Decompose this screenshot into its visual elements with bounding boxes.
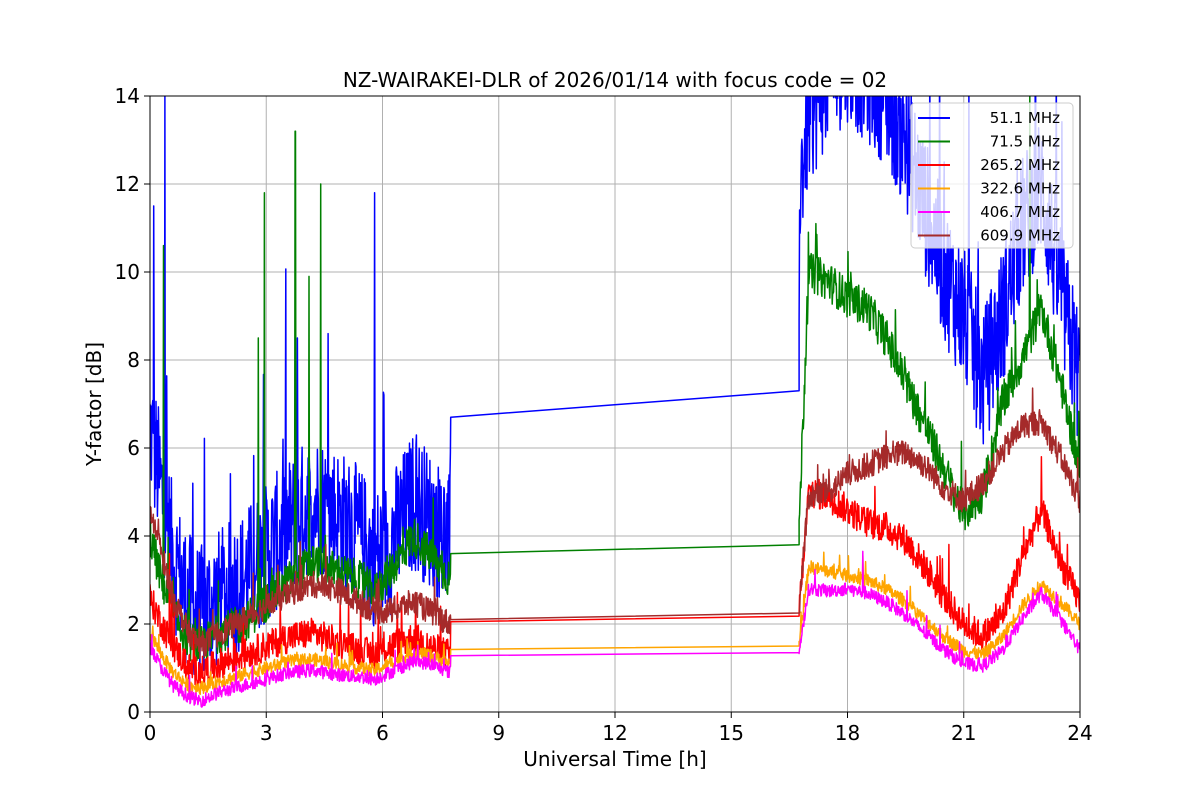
series-line-609-9-mhz bbox=[150, 387, 1080, 659]
y-tick-label: 6 bbox=[127, 436, 140, 460]
y-tick-label: 0 bbox=[127, 700, 140, 724]
y-tick-label: 4 bbox=[127, 524, 140, 548]
series-layer bbox=[150, 96, 1080, 708]
series-line-265-2-mhz bbox=[150, 456, 1080, 688]
y-tick-label: 8 bbox=[127, 348, 140, 372]
x-tick-label: 24 bbox=[1067, 721, 1092, 745]
legend-label: 51.1 MHz bbox=[990, 109, 1060, 127]
legend-label: 265.2 MHz bbox=[980, 156, 1060, 174]
x-tick-label: 6 bbox=[376, 721, 389, 745]
y-tick-label: 10 bbox=[115, 260, 140, 284]
x-tick-label: 3 bbox=[260, 721, 273, 745]
y-axis-label: Y-factor [dB] bbox=[82, 342, 106, 467]
legend-label: 71.5 MHz bbox=[990, 133, 1060, 151]
legend-label: 406.7 MHz bbox=[980, 203, 1060, 221]
legend-label: 322.6 MHz bbox=[980, 180, 1060, 198]
x-axis-label: Universal Time [h] bbox=[523, 747, 706, 771]
legend: 51.1 MHz 71.5 MHz 265.2 MHz 322.6 MHz 406.7… bbox=[910, 102, 1074, 249]
y-tick-label: 12 bbox=[115, 172, 140, 196]
legend-box bbox=[910, 102, 1074, 249]
x-tick-label: 0 bbox=[144, 721, 157, 745]
y-tick-label: 2 bbox=[127, 612, 140, 636]
series-line-322-6-mhz bbox=[150, 551, 1080, 696]
series-line-406-7-mhz bbox=[150, 550, 1080, 708]
x-tick-label: 12 bbox=[602, 721, 627, 745]
x-tick-label: 15 bbox=[719, 721, 744, 745]
y-tick-label: 14 bbox=[115, 84, 140, 108]
x-tick-label: 9 bbox=[492, 721, 505, 745]
x-tick-label: 21 bbox=[951, 721, 976, 745]
chart-title: NZ-WAIRAKEI-DLR of 2026/01/14 with focus… bbox=[343, 68, 887, 92]
legend-label: 609.9 MHz bbox=[980, 227, 1060, 245]
x-tick-label: 18 bbox=[835, 721, 860, 745]
